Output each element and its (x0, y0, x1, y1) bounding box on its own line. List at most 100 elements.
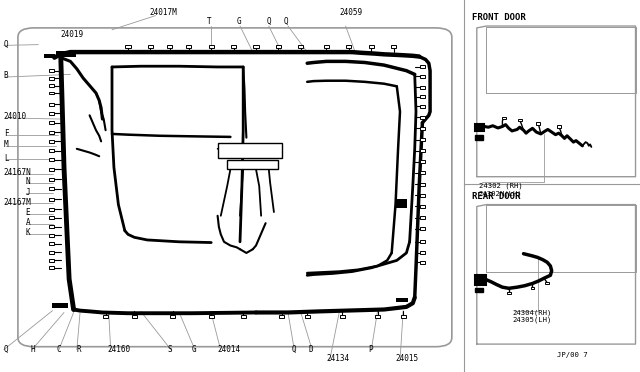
Bar (49, 69, 54, 72)
Text: A: A (26, 218, 30, 227)
Bar (420, 261, 425, 264)
Bar (49, 266, 54, 269)
Text: B: B (4, 71, 8, 80)
Bar (209, 315, 214, 318)
Bar (420, 105, 425, 108)
Bar (375, 315, 380, 318)
Bar (49, 216, 54, 219)
Bar (420, 86, 425, 89)
Bar (231, 45, 236, 48)
Bar (49, 178, 54, 181)
Bar (49, 112, 54, 115)
Bar (49, 251, 54, 254)
Bar (420, 95, 425, 98)
Bar (279, 315, 284, 318)
Bar (545, 282, 549, 284)
Text: S: S (168, 344, 172, 353)
Bar (396, 199, 407, 208)
Bar (49, 103, 54, 106)
Bar (49, 158, 54, 161)
Text: G: G (237, 17, 241, 26)
FancyBboxPatch shape (18, 28, 452, 347)
Bar (49, 149, 54, 152)
Text: 24160: 24160 (108, 344, 131, 353)
Text: K: K (26, 228, 30, 237)
Text: 24167N: 24167N (4, 168, 31, 177)
Text: 24302N(LH): 24302N(LH) (479, 190, 522, 197)
Bar (49, 259, 54, 262)
Text: 24304(RH): 24304(RH) (512, 310, 552, 316)
Bar (420, 171, 425, 174)
Text: JP/00 7: JP/00 7 (557, 352, 588, 358)
Text: D: D (308, 344, 313, 353)
Bar (49, 198, 54, 201)
Bar (346, 45, 351, 48)
Bar (167, 45, 172, 48)
Bar (49, 84, 54, 87)
Bar (420, 138, 425, 141)
Bar (49, 208, 54, 211)
Bar (276, 45, 281, 48)
Bar (502, 117, 506, 119)
Bar (132, 315, 137, 318)
Bar (148, 45, 153, 48)
Bar (298, 45, 303, 48)
Text: REAR DOOR: REAR DOOR (472, 192, 521, 201)
Bar (209, 45, 214, 48)
Text: Q: Q (4, 39, 8, 48)
Bar (49, 140, 54, 143)
Bar (420, 205, 425, 208)
Text: C: C (56, 344, 61, 353)
Bar (420, 149, 425, 152)
Bar (420, 240, 425, 243)
Bar (420, 216, 425, 219)
Text: H: H (31, 344, 35, 353)
Bar (49, 77, 54, 80)
Bar (49, 187, 54, 190)
Text: T: T (207, 17, 211, 26)
Bar (170, 315, 175, 318)
Bar (518, 119, 522, 121)
Bar (475, 124, 484, 131)
Bar (420, 116, 425, 119)
Bar (52, 303, 68, 308)
Bar (340, 315, 345, 318)
Bar (253, 45, 259, 48)
Text: Q: Q (284, 17, 288, 26)
Bar (49, 225, 54, 228)
Text: E: E (26, 208, 30, 217)
Bar (44, 54, 55, 58)
Bar (125, 45, 131, 48)
Text: M: M (4, 140, 8, 149)
Bar (227, 160, 278, 169)
Bar (103, 315, 108, 318)
Text: 24305(LH): 24305(LH) (512, 317, 552, 323)
Text: Q: Q (291, 344, 296, 353)
Bar (420, 183, 425, 186)
Bar (475, 288, 483, 292)
Bar (420, 75, 425, 78)
Text: 24059: 24059 (339, 8, 362, 17)
Text: G: G (191, 344, 196, 353)
Bar (241, 315, 246, 318)
Bar (401, 315, 406, 318)
Text: 24302 (RH): 24302 (RH) (479, 183, 522, 189)
Bar (420, 194, 425, 197)
Bar (391, 45, 396, 48)
Bar (186, 45, 191, 48)
Bar (49, 168, 54, 171)
Text: Q: Q (4, 344, 8, 353)
Text: 24014: 24014 (218, 344, 241, 353)
Bar (420, 127, 425, 130)
Text: 24015: 24015 (396, 354, 419, 363)
Bar (536, 122, 540, 125)
Text: Q: Q (266, 17, 271, 26)
Bar (507, 292, 511, 294)
Bar (369, 45, 374, 48)
Text: FRONT DOOR: FRONT DOOR (472, 13, 526, 22)
Text: N: N (26, 177, 30, 186)
Text: L: L (4, 154, 8, 163)
Text: R: R (77, 344, 81, 353)
Bar (218, 143, 282, 158)
Bar (49, 131, 54, 134)
